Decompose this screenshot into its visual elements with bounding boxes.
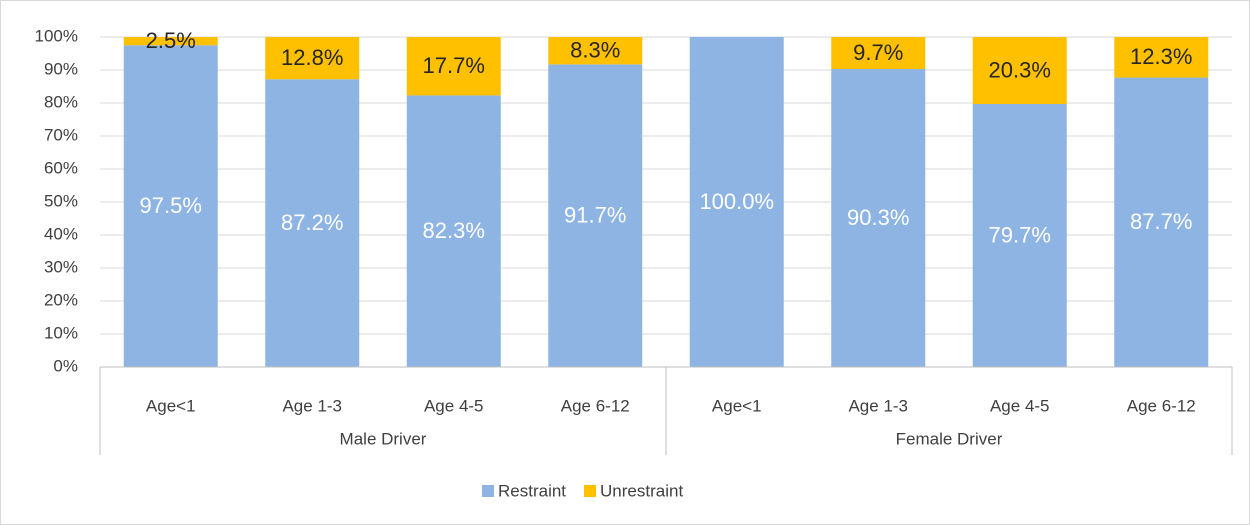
legend-swatch bbox=[584, 485, 597, 497]
data-label: 82.3% bbox=[423, 218, 485, 243]
y-tick-label: 70% bbox=[44, 125, 78, 144]
bar-segment bbox=[548, 37, 643, 65]
bar-segment bbox=[548, 64, 643, 367]
x-tick-label: Age<1 bbox=[712, 396, 762, 415]
data-label: 8.3% bbox=[570, 38, 620, 63]
y-tick-label: 90% bbox=[44, 59, 78, 78]
data-label: 97.5% bbox=[140, 193, 202, 218]
data-label: 9.7% bbox=[853, 40, 903, 65]
y-tick-label: 30% bbox=[44, 257, 78, 276]
data-label: 17.7% bbox=[423, 53, 485, 78]
bar-segment bbox=[972, 103, 1067, 368]
x-tick-label: Age 6-12 bbox=[561, 396, 630, 415]
data-label: 2.5% bbox=[146, 28, 196, 53]
x-tick-label: Age 4-5 bbox=[990, 396, 1050, 415]
y-tick-label: 50% bbox=[44, 191, 78, 210]
data-label: 87.2% bbox=[281, 210, 343, 235]
data-label: 79.7% bbox=[989, 222, 1051, 247]
bar-segment bbox=[972, 37, 1067, 104]
group-label: Female Driver bbox=[896, 429, 1003, 448]
legend-label: Unrestraint bbox=[600, 481, 683, 500]
bar-segment bbox=[123, 45, 218, 367]
data-label: 12.3% bbox=[1130, 44, 1192, 69]
x-tick-label: Age 1-3 bbox=[282, 396, 342, 415]
x-tick-label: Age 1-3 bbox=[848, 396, 908, 415]
data-label: 90.3% bbox=[847, 205, 909, 230]
y-tick-label: 0% bbox=[53, 356, 78, 375]
legend-swatch bbox=[482, 485, 494, 497]
y-tick-label: 80% bbox=[44, 92, 78, 111]
bar-segment bbox=[1114, 77, 1209, 367]
x-tick-label: Age 4-5 bbox=[424, 396, 484, 415]
x-tick-label: Age 6-12 bbox=[1127, 396, 1196, 415]
y-tick-label: 20% bbox=[44, 290, 78, 309]
data-label: 91.7% bbox=[564, 203, 626, 228]
data-label: 100.0% bbox=[699, 189, 774, 214]
bar-segment bbox=[265, 37, 360, 80]
group-label: Male Driver bbox=[340, 429, 427, 448]
data-label: 87.7% bbox=[1130, 209, 1192, 234]
data-label: 20.3% bbox=[989, 57, 1051, 82]
y-tick-label: 100% bbox=[35, 26, 78, 45]
bar-segment bbox=[831, 69, 926, 367]
bar-segment bbox=[123, 37, 218, 46]
bar-segment bbox=[689, 37, 784, 367]
data-label: 12.8% bbox=[281, 45, 343, 70]
legend-label: Restraint bbox=[498, 481, 566, 500]
bar-segment bbox=[406, 95, 501, 367]
bar-segment bbox=[1114, 37, 1209, 78]
y-tick-label: 10% bbox=[44, 323, 78, 342]
y-tick-label: 40% bbox=[44, 224, 78, 243]
bar-segment bbox=[265, 79, 360, 368]
y-tick-label: 60% bbox=[44, 158, 78, 177]
x-tick-label: Age<1 bbox=[146, 396, 196, 415]
bar-segment bbox=[831, 37, 926, 70]
bar-segment bbox=[406, 37, 501, 96]
